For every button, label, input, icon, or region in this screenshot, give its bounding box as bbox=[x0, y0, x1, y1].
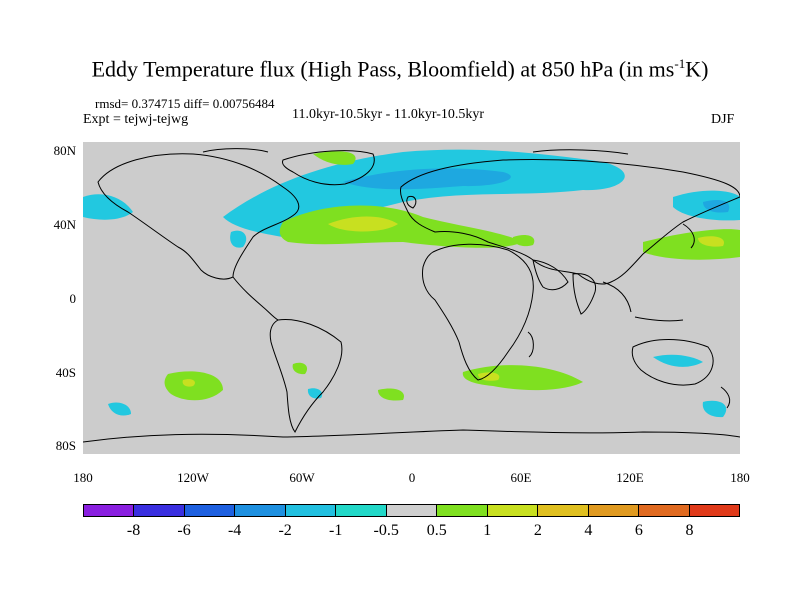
colorbar-segment bbox=[285, 505, 337, 516]
coast-india bbox=[572, 273, 597, 315]
coast-north-america bbox=[97, 153, 300, 280]
stats-label: rmsd= 0.374715 diff= 0.00756484 bbox=[95, 96, 275, 111]
colorbar-segment bbox=[639, 505, 690, 516]
green-region-south-atlantic bbox=[378, 388, 404, 401]
colorbar-label: -0.5 bbox=[373, 522, 399, 539]
yellow-region-mid-atlantic bbox=[328, 216, 398, 232]
x-tick-120w: 120W bbox=[177, 470, 209, 485]
colorbar-segment bbox=[487, 505, 539, 516]
coast-arctic-islands bbox=[202, 148, 629, 155]
coast-madagascar bbox=[527, 331, 534, 358]
colorbar-segment bbox=[689, 505, 740, 516]
y-tick-0: 0 bbox=[69, 291, 77, 306]
season-label: DJF bbox=[711, 112, 735, 127]
colorbar-label: 2 bbox=[533, 522, 542, 539]
colorbar-segment bbox=[386, 505, 438, 516]
colorbar-label: 4 bbox=[584, 522, 593, 539]
blue-region-south-pacific bbox=[108, 402, 131, 416]
colorbar-label: -6 bbox=[177, 522, 191, 539]
y-tick-40n: 40N bbox=[53, 217, 76, 232]
colorbar-label: 6 bbox=[634, 522, 643, 539]
coast-arabia bbox=[532, 259, 569, 291]
blue-region-tasman bbox=[702, 400, 727, 418]
coast-japan bbox=[682, 223, 695, 249]
colorbar-label: -1 bbox=[329, 522, 343, 539]
colorbar bbox=[83, 504, 740, 517]
colorbar-segment bbox=[538, 505, 589, 516]
coast-greenland bbox=[282, 150, 375, 186]
coast-uk bbox=[406, 195, 417, 209]
blue-region-atlantic-small bbox=[230, 230, 247, 248]
x-tick-60e: 60E bbox=[510, 470, 532, 485]
colorbar-segment bbox=[84, 505, 135, 516]
coast-southeast-asia bbox=[602, 281, 684, 322]
coast-new-zealand bbox=[720, 386, 731, 409]
y-tick-40s: 40S bbox=[55, 365, 76, 380]
colorbar-segment bbox=[235, 505, 286, 516]
y-tick-80s: 80S bbox=[55, 438, 76, 453]
period-label: 11.0kyr-10.5kyr - 11.0kyr-10.5kyr bbox=[292, 107, 485, 122]
yellow-region-south-pacific bbox=[182, 379, 195, 387]
green-region-patagonia bbox=[292, 362, 308, 375]
coast-africa bbox=[422, 243, 534, 381]
green-region-south-pacific bbox=[164, 371, 223, 401]
x-tick-180e: 180 bbox=[730, 470, 750, 485]
colorbar-segment bbox=[336, 505, 387, 516]
plot-title: Eddy Temperature flux (High Pass, Bloomf… bbox=[91, 56, 709, 82]
green-region-arctic-greenland bbox=[313, 151, 356, 165]
colorbar-segment bbox=[134, 505, 185, 516]
coast-south-america bbox=[269, 318, 343, 433]
world-map bbox=[83, 142, 740, 454]
x-tick-0: 0 bbox=[408, 470, 416, 485]
green-region-mid-atlantic bbox=[279, 205, 523, 248]
y-tick-80n: 80N bbox=[53, 143, 76, 158]
colorbar-label: -4 bbox=[227, 522, 242, 539]
colorbar-label: 1 bbox=[483, 522, 492, 539]
colorbar-segment bbox=[588, 505, 640, 516]
colorbar-segment bbox=[184, 505, 236, 516]
x-tick-120e: 120E bbox=[616, 470, 644, 485]
green-region-caspian bbox=[513, 234, 535, 247]
yellow-region-north-pacific bbox=[698, 236, 724, 247]
colorbar-label: 8 bbox=[685, 522, 694, 539]
coastlines bbox=[83, 148, 740, 443]
coast-central-america bbox=[232, 276, 279, 321]
colorbar-label: 0.5 bbox=[426, 522, 447, 539]
coast-australia bbox=[631, 339, 714, 386]
yellow-region-south-indian bbox=[478, 372, 500, 381]
blue-region-pacific-east bbox=[83, 194, 133, 220]
x-tick-180w: 180 bbox=[73, 470, 93, 485]
colorbar-segment bbox=[437, 505, 488, 516]
blue-region-north-atlantic-core bbox=[343, 168, 511, 190]
coast-antarctica bbox=[83, 429, 740, 443]
colorbar-label: -8 bbox=[126, 522, 141, 539]
blue-region-australia bbox=[653, 354, 703, 367]
experiment-label: Expt = tejwj-tejwg bbox=[83, 112, 189, 127]
coast-eurasia bbox=[400, 159, 740, 285]
x-tick-60w: 60W bbox=[289, 470, 315, 485]
colorbar-label: -2 bbox=[278, 522, 292, 539]
